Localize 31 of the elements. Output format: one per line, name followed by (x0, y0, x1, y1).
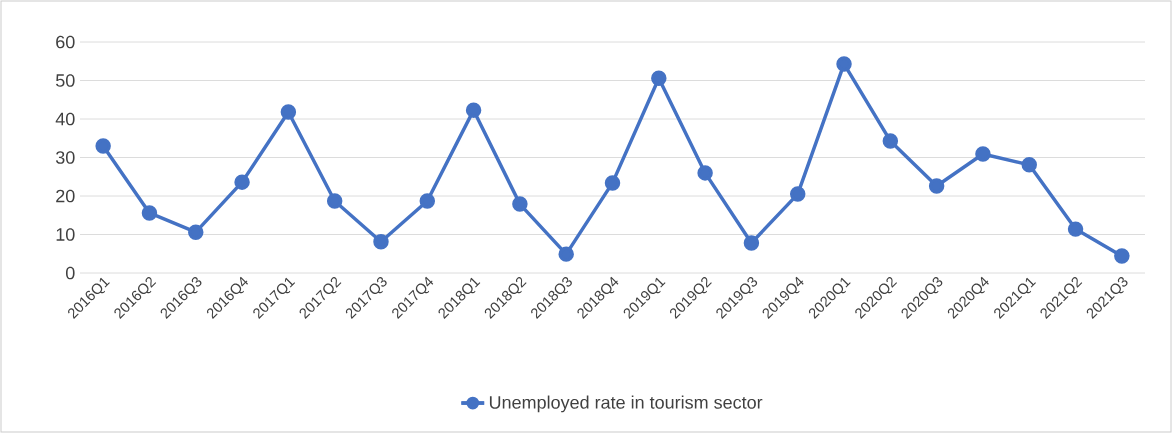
y-tick-label: 50 (55, 74, 75, 87)
y-tick-label: 10 (56, 228, 75, 241)
point (558, 246, 574, 262)
point (326, 193, 343, 209)
point (743, 235, 760, 251)
point (651, 70, 667, 86)
y-tick-label: 30 (55, 151, 75, 164)
legend-label: Unemployed rate in tourism sector (489, 395, 763, 413)
point (141, 205, 158, 221)
point (836, 56, 852, 72)
y-tick-label: 20 (56, 189, 75, 203)
point (280, 104, 297, 120)
point (882, 133, 899, 149)
point (419, 193, 436, 209)
point (1067, 221, 1084, 237)
point (512, 196, 528, 212)
point (789, 186, 806, 202)
point (234, 174, 250, 190)
point (373, 234, 389, 250)
point (928, 178, 945, 194)
point (1114, 248, 1130, 264)
y-tick-label: 40 (55, 112, 75, 126)
point (1021, 157, 1037, 173)
point (465, 102, 482, 118)
point (95, 138, 111, 154)
y-tick-label: 60 (56, 35, 75, 49)
point (697, 165, 713, 181)
point (188, 224, 204, 240)
point (975, 146, 991, 162)
y-tick-label: 0 (65, 266, 75, 280)
point (604, 175, 621, 191)
